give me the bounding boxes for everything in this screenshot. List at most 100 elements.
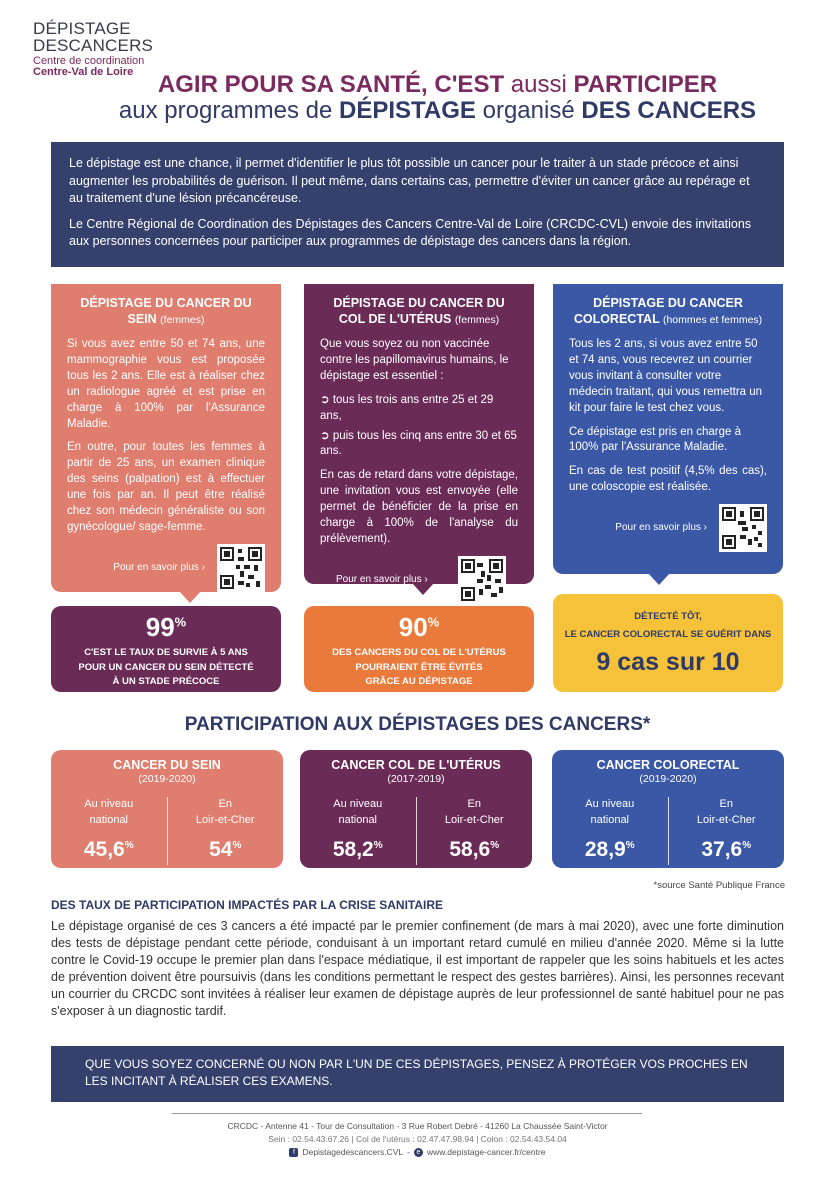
label: En bbox=[719, 798, 733, 810]
rate-value: 45,6 bbox=[83, 837, 125, 861]
participation-cervical: CANCER COL DE L'UTÉRUS (2017-2019) Au ni… bbox=[300, 750, 532, 868]
participation-box-title: CANCER COLORECTAL bbox=[596, 758, 740, 772]
label: national bbox=[89, 813, 129, 826]
card-breast-cancer: DÉPISTAGE DU CANCER DU SEIN (femmes) Si … bbox=[51, 284, 281, 603]
rate-unit: % bbox=[742, 839, 752, 851]
card-subtitle: (hommes et femmes) bbox=[662, 313, 763, 326]
card-paragraph: Ce dépistage est pris en charge à 100% p… bbox=[569, 425, 741, 454]
stat-unit: % bbox=[174, 614, 187, 630]
national-rate: 45,6% bbox=[51, 835, 167, 865]
label: En bbox=[467, 798, 481, 810]
qr-code-icon[interactable] bbox=[457, 555, 506, 604]
card-title-text: DÉPISTAGE DU CANCER DU SEIN bbox=[80, 296, 252, 326]
participation-years: (2019-2020) bbox=[138, 773, 196, 785]
facebook-link[interactable]: Depistagedescancers.CVL bbox=[302, 1147, 404, 1158]
stat-line: LE CANCER COLORECTAL SE GUÉRIT DANS bbox=[564, 629, 772, 641]
participation-box-title: CANCER COL DE L'UTÉRUS bbox=[331, 758, 501, 772]
title-light-1: aussi bbox=[504, 71, 574, 98]
source-note: *source Santé Publique France bbox=[653, 880, 786, 891]
card-paragraph: Tous les 2 ans, si vous avez entre 50 et… bbox=[569, 338, 763, 414]
label: Au niveau bbox=[84, 798, 134, 810]
card-bullet: ➲ tous les trois ans entre 25 et 29 ans, bbox=[320, 393, 494, 422]
qr-code-icon[interactable] bbox=[719, 503, 767, 552]
card-title: DÉPISTAGE DU CANCER DU SEIN (femmes) bbox=[67, 296, 265, 327]
rate-value: 58,6 bbox=[449, 837, 491, 861]
label: national bbox=[338, 813, 378, 826]
rate-value: 37,6 bbox=[701, 837, 743, 861]
footer-phones: Sein : 02.54.43.67.26 | Col de l'utérus … bbox=[268, 1134, 567, 1145]
card-subtitle: (femmes) bbox=[454, 313, 500, 326]
card-bullet: ➲ puis tous les cinq ans entre 30 et 65 … bbox=[320, 429, 517, 458]
intro-paragraph-2: Le Centre Régional de Coordination des D… bbox=[69, 216, 752, 249]
stat-colorectal-cure: DÉTECTÉ TÔT, LE CANCER COLORECTAL SE GUÉ… bbox=[553, 594, 783, 692]
stat-value: 90% bbox=[304, 614, 534, 640]
card-paragraph: En cas de retard dans votre dépistage, u… bbox=[320, 469, 518, 545]
title-bold-2: PARTICIPER bbox=[573, 71, 718, 98]
rate-unit: % bbox=[373, 839, 383, 851]
participation-box-title: CANCER DU SEIN bbox=[113, 758, 221, 772]
qr-code-icon[interactable] bbox=[217, 543, 265, 592]
label: Au niveau bbox=[333, 798, 383, 810]
footer-address: CRCDC - Antenne 41 - Tour de Consultatio… bbox=[227, 1121, 608, 1131]
local-rate: 54% bbox=[168, 835, 284, 865]
intro-box: Le dépistage est une chance, il permet d… bbox=[51, 142, 784, 267]
label: En bbox=[218, 798, 232, 810]
participation-years: (2019-2020) bbox=[639, 773, 697, 785]
card-title-text: DÉPISTAGE DU CANCER DU COL DE L'UTÉRUS bbox=[333, 296, 505, 326]
participation-years: (2017-2019) bbox=[387, 773, 445, 785]
logo-line-1: DÉPISTAGE bbox=[33, 19, 131, 38]
label: national bbox=[590, 813, 630, 826]
stat-line: À UN STADE PRÉCOCE bbox=[112, 676, 220, 688]
label: Au niveau bbox=[585, 798, 635, 810]
logo-line-2: DESCANCERS bbox=[33, 36, 154, 55]
closing-banner: QUE VOUS SOYEZ CONCERNÉ OU NON PAR L'UN … bbox=[51, 1046, 784, 1102]
speech-tail bbox=[412, 583, 434, 595]
website-link[interactable]: www.depistage-cancer.fr/centre bbox=[426, 1147, 546, 1158]
rate-unit: % bbox=[625, 839, 635, 851]
title-bold-3: DÉPISTAGE bbox=[339, 97, 476, 125]
stat-line: C'EST LE TAUX DE SURVIE À 5 ANS bbox=[84, 647, 248, 658]
rate-unit: % bbox=[232, 839, 242, 851]
logo: DÉPISTAGE DESCANCERS Centre de coordinat… bbox=[33, 20, 153, 78]
card-colorectal-cancer: DÉPISTAGE DU CANCER COLORECTAL (hommes e… bbox=[553, 284, 783, 585]
stat-line: POUR UN CANCER DU SEIN DÉTECTÉ bbox=[78, 661, 254, 673]
stat-line: DES CANCERS DU COL DE L'UTÉRUS bbox=[332, 647, 506, 658]
label: Loir-et-Cher bbox=[195, 813, 255, 826]
stat-line: GRÂCE AU DÉPISTAGE bbox=[365, 676, 473, 688]
logo-line-4: Centre-Val de Loire bbox=[33, 66, 134, 78]
section-paragraph: Le dépistage organisé de ces 3 cancers a… bbox=[51, 919, 784, 1018]
title-light-3: organisé bbox=[475, 97, 582, 125]
learn-more-link[interactable]: Pour en savoir plus › bbox=[113, 561, 205, 573]
card-paragraph: En outre, pour toutes les femmes à parti… bbox=[67, 441, 265, 533]
intro-paragraph-1: Le dépistage est une chance, il permet d… bbox=[69, 156, 750, 205]
facebook-icon: f bbox=[289, 1148, 299, 1158]
rate-value: 58,2 bbox=[332, 837, 374, 861]
local-rate: 58,6% bbox=[417, 835, 533, 865]
stat-line: POURRAIENT ÊTRE ÉVITÉS bbox=[355, 661, 483, 673]
stat-cervical-avoidable: 90% DES CANCERS DU COL DE L'UTÉRUS POURR… bbox=[304, 606, 534, 692]
section-heading: DES TAUX DE PARTICIPATION IMPACTÉS PAR L… bbox=[51, 898, 444, 912]
stat-number: 90 bbox=[398, 612, 428, 642]
logo-line-3: Centre de coordination bbox=[33, 55, 145, 67]
local-rate: 37,6% bbox=[669, 835, 785, 865]
card-paragraph: Si vous avez entre 50 et 74 ans, une mam… bbox=[67, 338, 265, 430]
stat-number: 99 bbox=[145, 612, 175, 642]
rate-unit: % bbox=[490, 839, 500, 851]
learn-more-link[interactable]: Pour en savoir plus › bbox=[615, 522, 707, 534]
stat-breast-survival: 99% C'EST LE TAUX DE SURVIE À 5 ANS POUR… bbox=[51, 606, 281, 692]
stat-value: 99% bbox=[51, 614, 281, 640]
label: Loir-et-Cher bbox=[696, 813, 756, 826]
rate-value: 54 bbox=[209, 837, 233, 861]
rate-unit: % bbox=[124, 839, 134, 851]
speech-tail bbox=[648, 573, 670, 585]
learn-more-link[interactable]: Pour en savoir plus › bbox=[336, 573, 428, 585]
card-title: DÉPISTAGE DU CANCER DU COL DE L'UTÉRUS (… bbox=[320, 296, 518, 327]
stat-value: 9 cas sur 10 bbox=[596, 648, 740, 677]
national-rate: 28,9% bbox=[552, 835, 668, 865]
speech-tail bbox=[179, 591, 201, 603]
participation-breast: CANCER DU SEIN (2019-2020) Au niveau nati… bbox=[51, 750, 283, 868]
title-bold-4: DES CANCERS bbox=[581, 97, 757, 125]
card-cervical-cancer: DÉPISTAGE DU CANCER DU COL DE L'UTÉRUS (… bbox=[304, 284, 534, 604]
participation-colorectal: CANCER COLORECTAL (2019-2020) Au niveau n… bbox=[552, 750, 784, 868]
web-icon: e bbox=[413, 1148, 423, 1158]
